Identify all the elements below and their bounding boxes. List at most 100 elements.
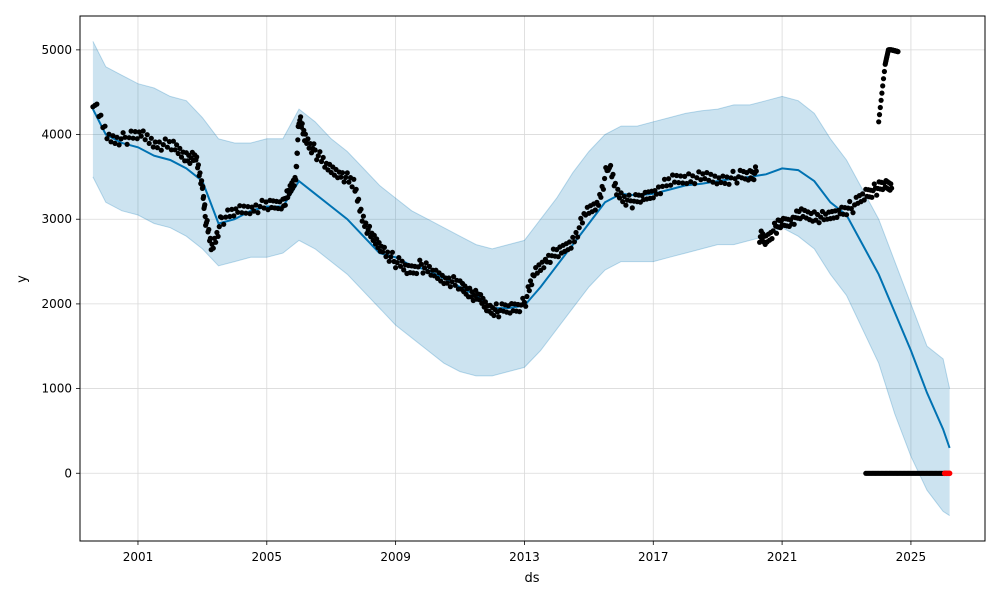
- observed-point: [860, 191, 866, 197]
- observed-point: [351, 176, 357, 182]
- observed-point: [221, 221, 227, 227]
- observed-point: [194, 154, 200, 160]
- observed-point: [166, 139, 172, 145]
- observed-point: [704, 170, 710, 176]
- observed-point: [482, 299, 488, 305]
- observed-point: [204, 217, 210, 224]
- observed-point: [417, 257, 423, 263]
- observed-point: [376, 240, 382, 246]
- observed-point: [302, 131, 308, 137]
- observed-point: [426, 263, 432, 270]
- observed-point: [834, 214, 840, 220]
- observed-point: [696, 169, 702, 175]
- observed-point: [517, 309, 523, 315]
- observed-point: [682, 173, 688, 179]
- observed-point: [708, 171, 714, 177]
- observed-point: [639, 192, 645, 199]
- observed-point: [393, 265, 399, 271]
- observed-point: [320, 154, 326, 161]
- y-tick-label: 4000: [41, 128, 72, 142]
- observed-point: [389, 249, 395, 255]
- observed-point: [722, 180, 728, 186]
- observed-point: [353, 186, 359, 192]
- observed-point: [294, 164, 300, 170]
- observed-point: [529, 282, 535, 288]
- observed-point: [255, 210, 261, 216]
- observed-point: [140, 128, 146, 134]
- observed-point: [346, 179, 352, 185]
- observed-point: [688, 179, 694, 185]
- upper-bound-line: [92, 41, 951, 389]
- observed-point: [305, 136, 311, 142]
- observed-point: [356, 196, 362, 202]
- observed-point: [752, 164, 759, 170]
- y-axis-label: y: [15, 275, 30, 283]
- observed-point: [600, 186, 607, 192]
- observed-point: [298, 114, 304, 120]
- observed-point: [126, 135, 132, 141]
- observed-point: [751, 177, 757, 183]
- observed-point: [874, 192, 880, 198]
- observed-point: [496, 314, 502, 320]
- observed-point: [343, 174, 349, 180]
- observed-point: [164, 144, 170, 150]
- observed-point: [676, 180, 682, 186]
- observed-point: [698, 177, 704, 183]
- observed-point: [422, 265, 428, 271]
- observed-point: [104, 136, 110, 142]
- observed-point: [618, 190, 624, 196]
- observed-point: [397, 263, 404, 269]
- observed-point: [144, 132, 150, 138]
- observed-point: [418, 261, 424, 267]
- observed-point: [154, 145, 160, 151]
- observed-point: [251, 208, 257, 214]
- observed-point: [692, 181, 698, 187]
- observed-point: [317, 149, 323, 155]
- observed-point: [253, 202, 259, 208]
- observed-point: [200, 183, 206, 190]
- observed-point: [299, 121, 305, 127]
- observed-point: [160, 142, 166, 148]
- uncertainty-interval: [92, 41, 950, 516]
- observed-point: [578, 215, 584, 221]
- observed-point: [720, 173, 726, 179]
- observed-point: [227, 213, 233, 220]
- observed-point: [225, 207, 231, 213]
- observed-point: [877, 104, 883, 111]
- observed-point: [150, 144, 156, 150]
- observed-point: [678, 173, 684, 179]
- observed-point: [712, 173, 718, 179]
- observed-point: [879, 90, 885, 96]
- observed-point: [202, 202, 208, 208]
- observed-point: [311, 141, 317, 147]
- observed-point: [871, 181, 877, 187]
- observed-point: [620, 199, 626, 205]
- observed-point: [659, 183, 666, 189]
- observed-point: [195, 162, 201, 168]
- x-tick-label: 2021: [767, 550, 798, 564]
- observed-point: [566, 239, 573, 245]
- observed-point: [219, 215, 225, 221]
- observed-point: [621, 193, 627, 200]
- observed-point: [598, 194, 604, 200]
- observed-point: [106, 131, 112, 137]
- observed-point: [239, 210, 245, 216]
- observed-point: [657, 191, 664, 197]
- observed-point: [293, 177, 299, 183]
- observed-point: [318, 158, 325, 165]
- observed-point: [452, 282, 458, 288]
- observed-point: [282, 202, 288, 208]
- observed-point: [570, 234, 576, 240]
- observed-point: [702, 176, 708, 182]
- observed-point: [112, 140, 118, 146]
- observed-point: [668, 182, 674, 188]
- observed-point: [308, 150, 315, 156]
- observed-point: [881, 68, 888, 75]
- observed-point: [526, 288, 532, 294]
- observed-point: [686, 171, 692, 177]
- observed-point: [423, 260, 429, 266]
- observed-point: [216, 224, 222, 230]
- observed-point: [215, 233, 221, 239]
- observed-point: [576, 225, 582, 231]
